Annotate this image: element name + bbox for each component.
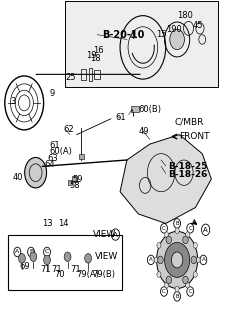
Text: B: B <box>175 221 179 226</box>
Circle shape <box>193 272 197 277</box>
Circle shape <box>171 252 183 268</box>
Text: 62: 62 <box>63 125 74 134</box>
Text: 69: 69 <box>20 262 30 271</box>
Circle shape <box>175 228 179 234</box>
Text: 180: 180 <box>177 11 193 20</box>
Circle shape <box>30 252 37 261</box>
Text: 79(B): 79(B) <box>93 270 116 279</box>
Circle shape <box>64 252 71 261</box>
Text: B: B <box>29 250 33 254</box>
Text: 9: 9 <box>49 89 55 98</box>
Text: 60(B): 60(B) <box>138 105 161 114</box>
Text: C: C <box>188 289 192 294</box>
Text: 61: 61 <box>49 141 60 150</box>
Circle shape <box>157 231 198 288</box>
Text: 60(A): 60(A) <box>49 147 72 156</box>
Text: 49: 49 <box>138 127 149 136</box>
Text: 4: 4 <box>129 32 134 41</box>
Circle shape <box>170 29 184 50</box>
Circle shape <box>85 253 91 263</box>
Text: C: C <box>162 226 166 231</box>
Text: 190: 190 <box>166 25 182 35</box>
Text: 58: 58 <box>70 181 80 190</box>
Text: B: B <box>175 294 179 299</box>
Text: 70: 70 <box>54 270 64 279</box>
Text: 79(A): 79(A) <box>77 270 100 279</box>
Bar <box>81 69 86 80</box>
Circle shape <box>175 286 179 292</box>
Circle shape <box>164 232 169 237</box>
Circle shape <box>164 243 190 277</box>
Text: VIEW: VIEW <box>93 230 116 239</box>
Text: 16: 16 <box>93 46 103 55</box>
Circle shape <box>166 236 172 244</box>
Circle shape <box>196 257 200 263</box>
Circle shape <box>157 243 161 248</box>
Text: C/MBR: C/MBR <box>175 117 204 126</box>
Circle shape <box>185 282 190 288</box>
Circle shape <box>193 243 197 248</box>
Text: C: C <box>45 250 49 254</box>
Text: 71: 71 <box>40 265 51 274</box>
Text: C: C <box>188 226 192 231</box>
Circle shape <box>191 256 197 264</box>
Circle shape <box>166 276 172 284</box>
Text: 3: 3 <box>11 97 16 106</box>
Text: 14: 14 <box>58 219 69 228</box>
Bar <box>131 106 140 112</box>
Text: A: A <box>113 232 118 237</box>
Text: A: A <box>201 257 205 262</box>
Text: 61: 61 <box>116 113 126 122</box>
Circle shape <box>18 253 25 263</box>
Text: 63: 63 <box>47 154 58 163</box>
Circle shape <box>44 255 50 265</box>
Text: 18: 18 <box>90 54 101 63</box>
Text: 19: 19 <box>86 51 96 60</box>
Circle shape <box>154 257 158 263</box>
Text: VIEW: VIEW <box>95 252 118 261</box>
Text: 40: 40 <box>13 173 23 182</box>
Text: 71: 71 <box>52 265 62 274</box>
Text: C: C <box>162 289 166 294</box>
Bar <box>89 68 92 81</box>
Text: A: A <box>15 250 19 254</box>
Bar <box>79 154 84 159</box>
Text: FRONT: FRONT <box>179 132 210 141</box>
Circle shape <box>158 256 163 264</box>
Bar <box>72 177 77 181</box>
Text: 71: 71 <box>70 265 80 274</box>
Text: 45: 45 <box>193 21 204 30</box>
Text: B-18-25: B-18-25 <box>168 162 207 171</box>
Text: 59: 59 <box>72 174 83 184</box>
Text: 25: 25 <box>65 73 76 82</box>
Text: B-18-26: B-18-26 <box>168 170 207 179</box>
Circle shape <box>25 157 47 188</box>
Bar <box>68 180 72 185</box>
Text: 15: 15 <box>157 30 167 39</box>
Text: B-20-10: B-20-10 <box>102 30 144 40</box>
Text: 64: 64 <box>45 160 55 169</box>
Circle shape <box>164 282 169 288</box>
Circle shape <box>185 232 190 237</box>
Circle shape <box>183 276 188 284</box>
Text: 13: 13 <box>43 219 53 228</box>
Circle shape <box>183 236 188 244</box>
Polygon shape <box>120 135 211 223</box>
Text: A: A <box>203 227 208 233</box>
Circle shape <box>157 272 161 277</box>
Text: A: A <box>149 257 153 262</box>
Bar <box>94 69 100 79</box>
Polygon shape <box>65 1 218 87</box>
